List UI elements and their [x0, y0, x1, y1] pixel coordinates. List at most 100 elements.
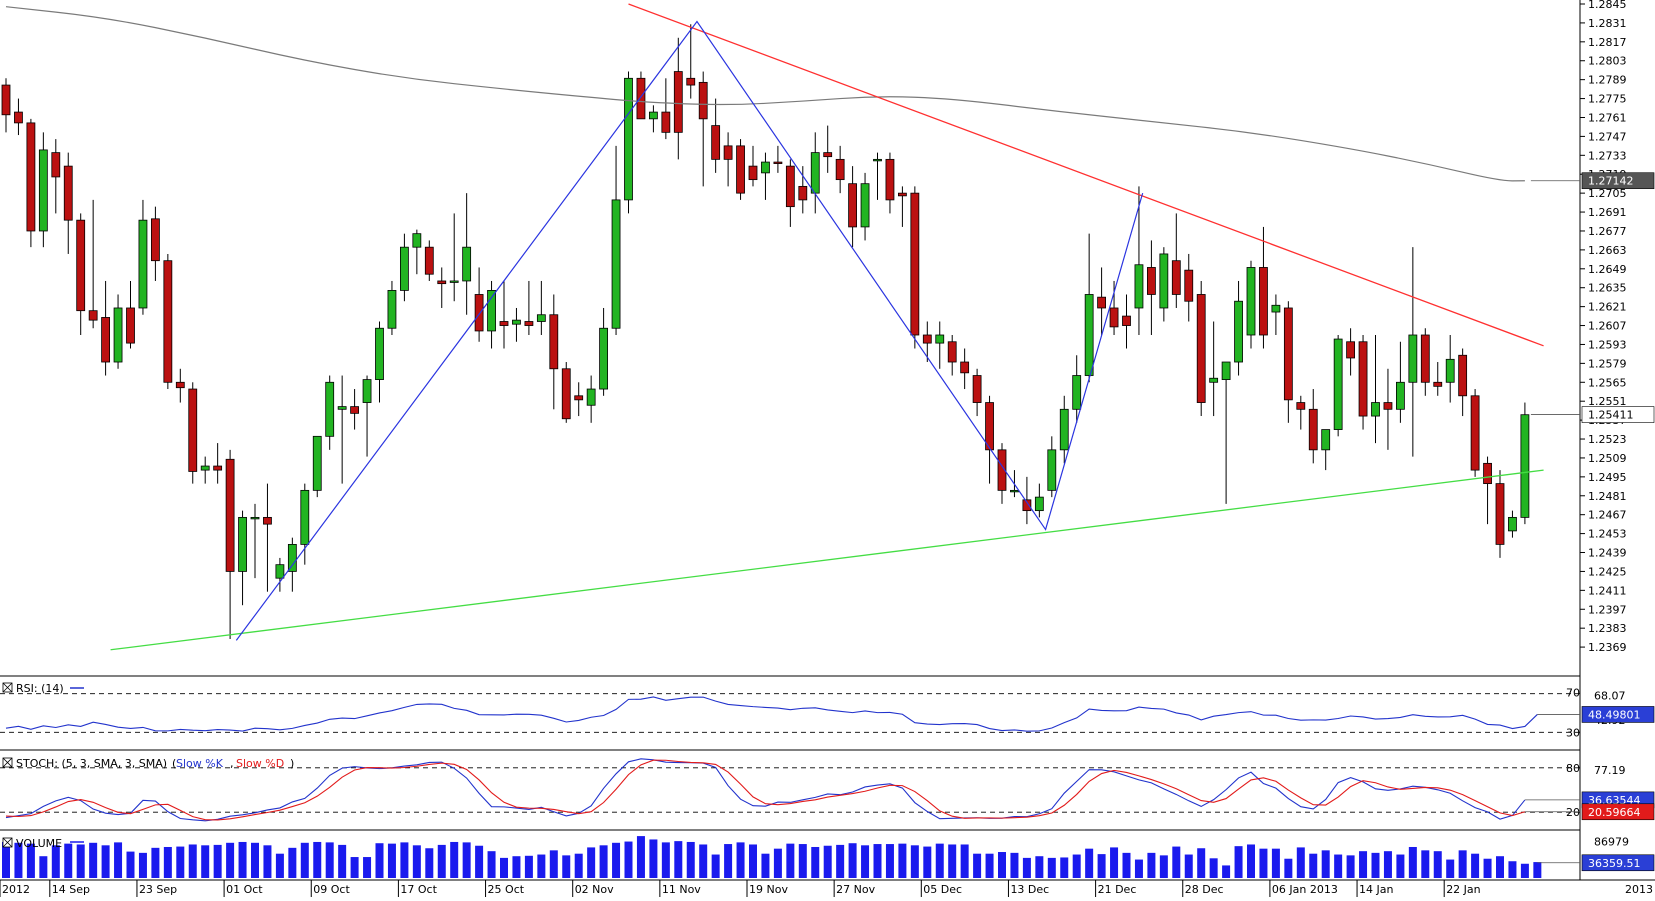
- volume-bar: [724, 844, 733, 878]
- candle: [985, 395, 994, 484]
- candle-body: [1259, 267, 1268, 336]
- candle-body: [287, 544, 297, 572]
- candle: [250, 503, 260, 579]
- volume-bar: [674, 841, 683, 878]
- x-tick-label: 22 Jan: [1446, 883, 1480, 896]
- candle-body: [761, 161, 770, 174]
- candle: [1234, 280, 1243, 376]
- candle: [263, 483, 272, 592]
- x-tick-label: 02 Nov: [575, 883, 614, 896]
- candle: [848, 166, 857, 248]
- volume-bar: [948, 844, 957, 878]
- price-tick-label: 1.2593: [1588, 338, 1627, 351]
- candle-body: [1047, 449, 1057, 491]
- candle-body: [474, 294, 484, 332]
- candle: [188, 382, 198, 484]
- candle: [1221, 361, 1231, 504]
- candle: [898, 186, 907, 227]
- candle-body: [1, 84, 11, 116]
- volume-bar: [749, 844, 757, 878]
- ma-value-marker-label: 1.27142: [1588, 175, 1634, 188]
- candle-body: [1022, 499, 1032, 512]
- candle-body: [1283, 307, 1293, 401]
- volume-bar: [1520, 863, 1529, 878]
- candle-body: [736, 145, 745, 194]
- candle: [101, 280, 110, 376]
- candle-body: [1072, 375, 1082, 410]
- candle-body: [536, 314, 546, 322]
- volume-bar: [1122, 852, 1131, 878]
- candle-body: [1308, 408, 1318, 451]
- x-tick-label: 2013: [1625, 883, 1653, 896]
- candle: [337, 375, 347, 484]
- price-tick-label: 1.2481: [1588, 490, 1627, 503]
- candle-body: [1122, 315, 1131, 326]
- candle: [1495, 470, 1505, 558]
- candle-body: [624, 77, 633, 201]
- volume-bar: [574, 853, 583, 878]
- volume-bar: [761, 853, 770, 878]
- price-tick-label: 1.2831: [1588, 17, 1627, 30]
- candle-body: [126, 307, 135, 344]
- candle-body: [947, 341, 957, 363]
- volume-bar: [14, 842, 23, 878]
- volume-bar: [562, 855, 571, 878]
- candle-body: [661, 111, 671, 133]
- candle-body: [1458, 354, 1468, 397]
- volume-bar: [1209, 858, 1218, 878]
- candle-body: [960, 361, 970, 374]
- rsi-line: [5, 696, 1538, 732]
- candle: [574, 382, 584, 417]
- volume-bar: [462, 842, 471, 878]
- candle-body: [1508, 516, 1517, 532]
- candle-body: [1483, 462, 1492, 485]
- price-tick-label: 1.2607: [1588, 320, 1627, 333]
- candle-body: [88, 310, 98, 321]
- candle: [300, 483, 310, 565]
- candle-body: [1383, 402, 1393, 410]
- volume-bar: [836, 844, 845, 878]
- candle: [163, 253, 173, 390]
- volume-bar: [263, 845, 272, 878]
- moving-average-line: [5, 6, 1525, 182]
- candle: [499, 280, 509, 349]
- candle: [38, 132, 48, 248]
- candle-body: [561, 368, 571, 420]
- volume-bar: [773, 848, 782, 878]
- candle-body: [1420, 334, 1430, 383]
- candle-body: [1495, 483, 1505, 545]
- x-tick-label: 28 Dec: [1185, 883, 1224, 896]
- volume-bar: [138, 852, 147, 878]
- candle: [1134, 186, 1144, 335]
- candle-body: [113, 307, 123, 363]
- candle-body: [1234, 300, 1243, 363]
- stoch-axis-label: 77.19: [1594, 764, 1626, 777]
- candle-body: [524, 321, 534, 326]
- candle-body: [997, 449, 1007, 491]
- volume-header: VOLUME: [2, 837, 84, 850]
- candle: [14, 98, 23, 136]
- volume-bar: [636, 836, 645, 878]
- candle: [1371, 335, 1380, 444]
- candle-body: [1196, 294, 1206, 403]
- candle-body: [1159, 253, 1169, 309]
- candle: [773, 145, 783, 173]
- candle-body: [1209, 377, 1219, 383]
- rsi-header: RSI: (14): [2, 682, 84, 695]
- candle-body: [412, 233, 422, 248]
- svg-text:): ): [290, 757, 294, 770]
- volume-bar: [338, 844, 347, 878]
- volume-bar: [1508, 861, 1517, 878]
- candle: [661, 78, 671, 140]
- current-price-marker: 1.25411: [1530, 406, 1655, 423]
- volume-bar: [798, 844, 807, 878]
- volume-bar: [885, 844, 894, 878]
- candle-body: [985, 402, 994, 451]
- candle-body: [138, 219, 148, 309]
- candle: [1059, 395, 1069, 464]
- candle: [63, 152, 73, 254]
- candle: [1458, 348, 1468, 417]
- price-tick-label: 1.2761: [1588, 111, 1627, 124]
- candle-body: [275, 564, 285, 579]
- volume-bar: [1060, 857, 1069, 878]
